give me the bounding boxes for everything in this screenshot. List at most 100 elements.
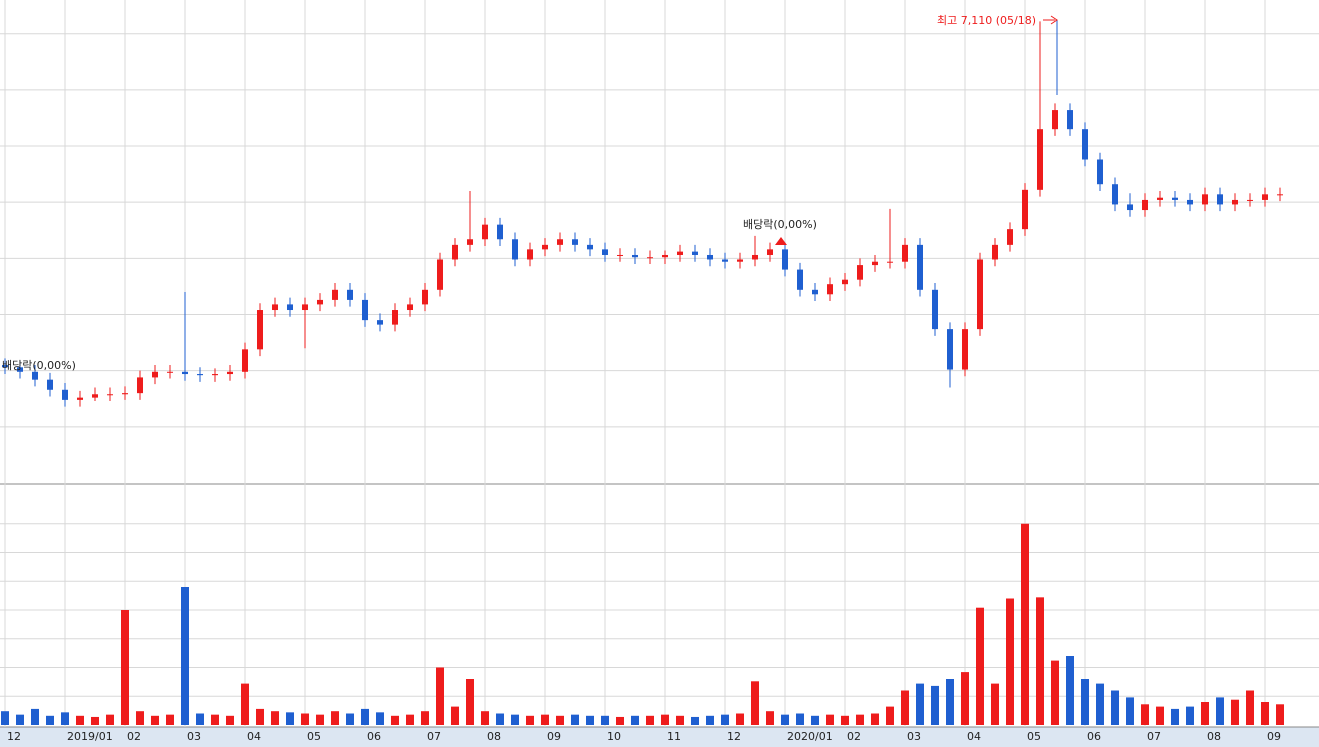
x-tick-label: 11 [667,730,681,743]
candle-body [1127,204,1133,211]
candle-body [62,389,68,400]
volume-bar [316,714,324,725]
candle-body [797,269,803,290]
volume-bar [991,683,999,725]
candle-body [902,244,908,262]
candle-body [512,239,518,260]
volume-bar [1216,697,1224,725]
volume-bar [946,679,954,725]
candle-body [1217,194,1223,205]
candle-body [302,304,308,311]
candle-body [17,367,23,372]
x-tick-label: 07 [1147,730,1161,743]
volume-bar [1096,683,1104,725]
candle-body [452,244,458,260]
candle-body [317,299,323,305]
candle-body [962,329,968,370]
candle-body [572,239,578,245]
candle-body [107,394,113,396]
volume-bar [16,714,24,725]
volume-bar [811,715,819,725]
candle-body [932,289,938,330]
candle-body [617,254,623,256]
candle-body [392,310,398,325]
candle-body [2,365,8,368]
volume-bar [796,713,804,725]
x-tick-label: 12 [7,730,21,743]
volume-bar [256,708,264,725]
x-tick-label: 03 [907,730,921,743]
candle-body [1142,199,1148,211]
candle-body [497,224,503,240]
volume-panel [1,523,1284,725]
x-tick-label: 06 [367,730,381,743]
max-annotation: 최고 7,110 (05/18) [937,14,1036,27]
candle-body [482,224,488,240]
candle-body [752,254,758,260]
candle-body [212,374,218,376]
volume-bar [511,714,519,725]
x-tick-label: 05 [307,730,321,743]
volume-bar [586,715,594,725]
volume-bar [1261,702,1269,725]
candle-body [227,371,233,375]
candle-body [1022,189,1028,230]
volume-bar [151,715,159,725]
volume-bar [676,715,684,725]
candle-body [1232,199,1238,205]
volume-bar [691,716,699,725]
volume-bar [901,690,909,725]
x-tick-label: 08 [1207,730,1221,743]
volume-bar [661,714,669,725]
candle-body [812,289,818,295]
candle-body [992,244,998,260]
candle-body [422,289,428,305]
volume-bar [766,711,774,725]
volume-bar [181,587,189,725]
candle-body [602,249,608,255]
x-tick-label: 10 [607,730,621,743]
volume-bar [196,713,204,725]
volume-bar [346,713,354,725]
x-tick-label: 02 [127,730,141,743]
volume-bar [961,672,969,725]
candle-body [917,244,923,290]
volume-bar [1126,697,1134,725]
dividend-arrow [775,237,787,245]
x-tick-label: 2020/01 [787,730,833,743]
candle-body [647,257,653,259]
candle-body [152,371,158,378]
volume-bar [106,714,114,725]
volume-bar [46,715,54,725]
volume-bar [136,711,144,725]
volume-bar [616,716,624,725]
volume-bar [421,711,429,725]
candle-body [407,304,413,311]
volume-bar [286,712,294,725]
volume-bar [496,713,504,725]
candle-body [782,249,788,270]
candle-body [1202,194,1208,205]
volume-bar [1141,704,1149,725]
x-tick-label: 12 [727,730,741,743]
candle-body [287,304,293,311]
volume-bar [931,685,939,725]
candle-body [557,239,563,245]
candle-body [1172,197,1178,200]
volume-bar [436,667,444,725]
volume-bar [751,681,759,725]
volume-bar [271,711,279,725]
volume-bar [31,708,39,725]
volume-bar [226,715,234,725]
x-tick-label: 04 [967,730,981,743]
dividend-annotation: 배당락(0,00%) [2,359,76,372]
candle-body [1067,110,1073,130]
volume-bar [721,714,729,725]
x-tick-label: 06 [1087,730,1101,743]
volume-bar [91,716,99,725]
volume-bar [301,713,309,725]
candle-body [257,310,263,350]
candle-body [1112,184,1118,205]
volume-bar [1051,660,1059,725]
volume-bar [451,706,459,725]
